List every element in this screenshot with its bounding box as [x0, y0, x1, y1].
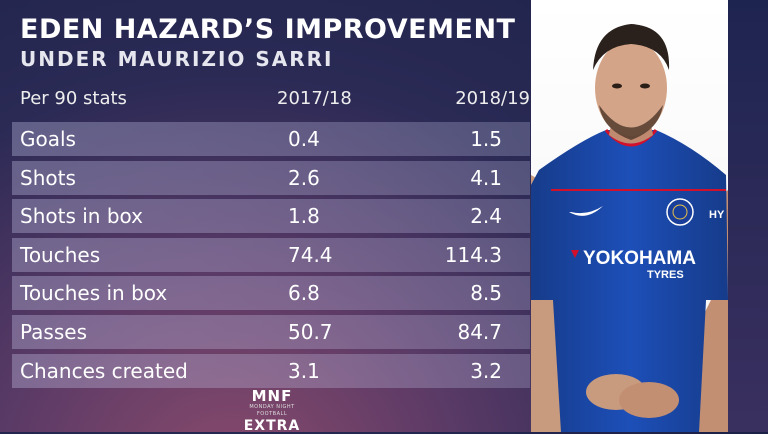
player-photo-panel: YOKOHAMA TYRES HY [531, 0, 728, 432]
table-row: Chances created 3.1 3.2 [12, 353, 530, 388]
table-row: Shots 2.6 4.1 [12, 160, 530, 195]
stat-value-2017-18: 3.1 [288, 358, 320, 383]
stat-value-2018-19: 114.3 [444, 242, 502, 267]
logo-subtext: MONDAY NIGHT FOOTBALL [249, 404, 295, 417]
stat-value-2018-19: 1.5 [470, 127, 502, 151]
header-season-a: 2017/18 [277, 88, 352, 109]
stat-value-2018-19: 8.5 [470, 281, 502, 306]
sponsor-subtext: TYRES [647, 269, 684, 281]
player-hair [593, 24, 670, 70]
stat-value-2017-18: 74.4 [288, 242, 333, 267]
stat-label: Shots [20, 165, 76, 190]
right-edge-strip [728, 0, 768, 432]
stats-header-row: Per 90 stats 2017/18 2018/19 [20, 88, 530, 112]
crest-inner-ring [672, 204, 688, 220]
club-crest-icon [666, 198, 694, 226]
stat-value-2017-18: 1.8 [288, 204, 320, 229]
sleeve-sponsor-text: HY [709, 209, 725, 221]
mnf-extra-logo: MNF MONDAY NIGHT FOOTBALL EXTRA [234, 388, 310, 434]
table-row: Touches 74.4 114.3 [12, 237, 530, 272]
stat-value-2017-18: 6.8 [288, 281, 320, 306]
graphic-title: EDEN HAZARD’S IMPROVEMENT [20, 14, 516, 45]
table-row: Passes 50.7 84.7 [12, 314, 530, 349]
brand-swoosh-icon [569, 206, 603, 216]
player-left-eye [612, 83, 622, 89]
header-label: Per 90 stats [20, 88, 127, 109]
logo-mnf-text: MNF [251, 387, 293, 405]
header-season-b: 2018/19 [455, 88, 530, 109]
logo-extra-text: EXTRA [243, 418, 301, 434]
sponsor-text: YOKOHAMA [583, 248, 696, 269]
stat-value-2018-19: 84.7 [457, 319, 502, 344]
graphic-subtitle: UNDER MAURIZIO SARRI [20, 47, 334, 71]
player-beard [599, 105, 663, 140]
player-photo: YOKOHAMA TYRES HY [531, 24, 728, 432]
stat-label: Chances created [20, 358, 188, 383]
stat-label: Touches [20, 242, 101, 267]
player-right-hand [619, 382, 679, 418]
stats-table: Goals 0.4 1.5 Shots 2.6 4.1 Shots in box… [12, 122, 530, 392]
stat-value-2017-18: 50.7 [288, 319, 333, 344]
player-right-eye [640, 83, 650, 89]
stat-value-2018-19: 3.2 [470, 358, 502, 383]
stat-label: Touches in box [20, 281, 168, 306]
stat-label: Passes [20, 319, 87, 344]
stat-value-2017-18: 0.4 [288, 127, 320, 151]
table-row: Touches in box 6.8 8.5 [12, 276, 530, 311]
stat-label: Goals [20, 127, 76, 151]
stat-label: Shots in box [20, 204, 143, 229]
title-block: EDEN HAZARD’S IMPROVEMENT UNDER MAURIZIO… [20, 14, 515, 72]
table-row: Shots in box 1.8 2.4 [12, 199, 530, 234]
table-row: Goals 0.4 1.5 [12, 122, 530, 156]
stat-value-2018-19: 4.1 [470, 165, 502, 190]
sponsor-mark-icon [571, 250, 579, 258]
stat-value-2018-19: 2.4 [470, 204, 502, 229]
stat-value-2017-18: 2.6 [288, 165, 320, 190]
player-head [595, 40, 667, 136]
